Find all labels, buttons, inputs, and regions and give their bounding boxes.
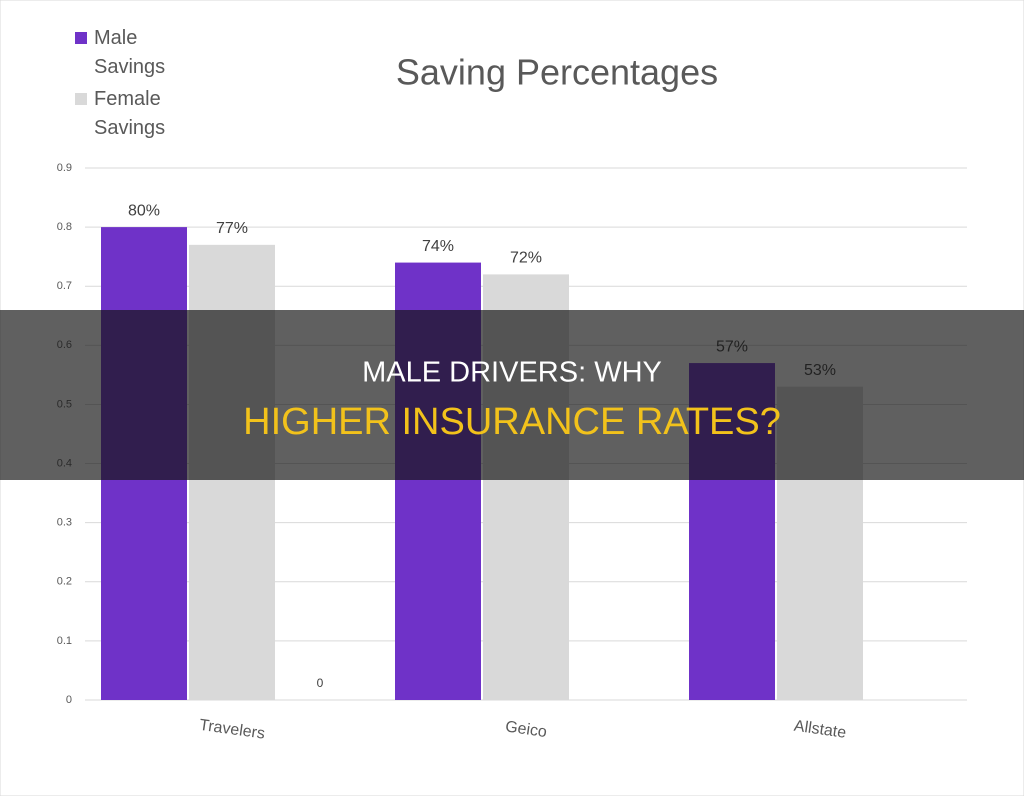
chart-title: Saving Percentages	[396, 52, 718, 93]
banner-line2: HIGHER INSURANCE RATES?	[243, 401, 781, 443]
banner-band	[0, 310, 1024, 480]
data-label: 0	[317, 676, 324, 690]
legend-swatch	[75, 93, 87, 105]
legend-item: Male Savings	[75, 24, 185, 82]
y-tick-label: 0.8	[57, 221, 72, 233]
y-tick-label: 0.2	[57, 576, 72, 588]
y-tick-label: 0.9	[57, 162, 72, 174]
data-label: 80%	[128, 202, 160, 219]
y-tick-label: 0.3	[57, 517, 72, 529]
y-tick-label: 0.1	[57, 635, 72, 647]
data-label: 77%	[216, 220, 248, 237]
banner-line1: MALE DRIVERS: WHY	[362, 357, 662, 389]
legend-label: Female Savings	[94, 88, 166, 139]
legend-item: Female Savings	[75, 85, 185, 143]
legend-label: Male Savings	[94, 27, 166, 78]
y-tick-label: 0	[66, 694, 72, 706]
data-label: 72%	[510, 250, 542, 267]
x-tick-label: Geico	[504, 718, 548, 741]
data-label: 74%	[422, 238, 454, 255]
y-tick-label: 0.7	[57, 280, 72, 292]
legend-swatch	[75, 32, 87, 44]
